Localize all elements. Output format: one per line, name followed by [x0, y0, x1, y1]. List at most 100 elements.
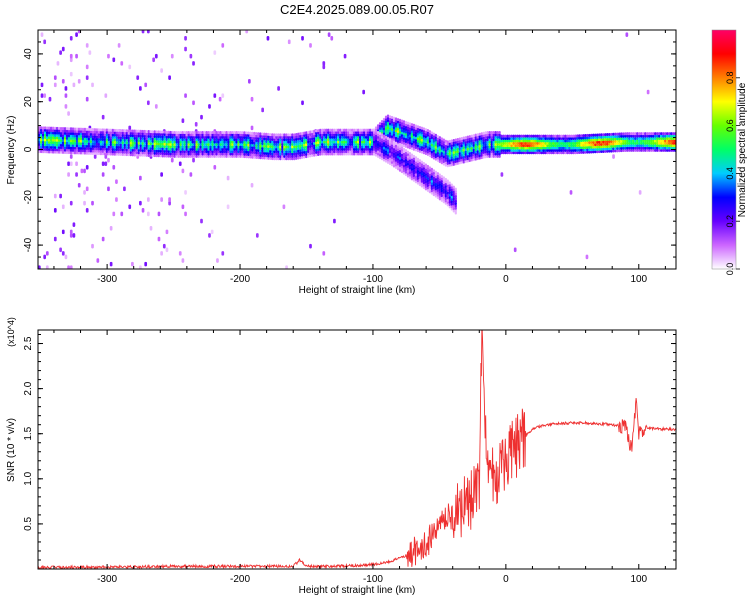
signal-cell: [343, 152, 346, 156]
signal-cell: [420, 143, 423, 147]
signal-cell: [472, 146, 475, 150]
signal-cell: [259, 153, 262, 157]
signal-cell: [211, 130, 214, 134]
signal-cell: [357, 147, 360, 151]
signal-cell: [85, 137, 89, 141]
signal-cell: [494, 150, 497, 154]
signal-cell: [199, 150, 202, 154]
signal-cell: [386, 144, 390, 148]
signal-cell: [362, 133, 366, 137]
signal-cell: [400, 129, 404, 133]
signal-cell: [81, 144, 85, 148]
signal-cell: [241, 147, 244, 151]
signal-cell: [402, 169, 406, 173]
signal-cell: [470, 146, 473, 150]
signal-cell: [464, 136, 467, 140]
signal-cell: [434, 194, 437, 198]
signal-cell: [125, 153, 128, 157]
signal-cell: [408, 127, 412, 131]
signal-cell: [672, 139, 675, 143]
signal-cell: [514, 146, 517, 150]
signal-cell: [574, 141, 577, 145]
signal-cell: [426, 150, 429, 154]
signal-cell: [426, 167, 429, 171]
signal-cell: [562, 141, 565, 145]
signal-cell: [438, 160, 441, 164]
noise-cell: [120, 211, 124, 217]
signal-cell: [309, 144, 312, 148]
signal-cell: [660, 134, 663, 138]
signal-cell: [438, 187, 441, 191]
signal-cell: [362, 150, 366, 154]
signal-cell: [327, 128, 330, 132]
signal-cell: [392, 159, 396, 163]
signal-cell: [476, 137, 479, 141]
signal-cell: [41, 145, 45, 149]
signal-cell: [113, 128, 116, 132]
signal-cell: [199, 140, 202, 144]
signal-cell: [466, 152, 469, 156]
signal-cell: [628, 134, 631, 138]
signal-cell: [408, 136, 412, 140]
noise-cell: [248, 78, 251, 84]
signal-cell: [442, 140, 445, 144]
signal-cell: [424, 135, 427, 139]
signal-cell: [548, 151, 551, 155]
signal-cell: [213, 138, 216, 142]
signal-cell: [446, 149, 449, 153]
signal-cell: [151, 137, 154, 141]
signal-cell: [219, 140, 222, 144]
signal-cell: [89, 132, 93, 136]
signal-cell: [370, 145, 374, 149]
signal-cell: [598, 150, 601, 154]
signal-cell: [129, 143, 132, 147]
signal-cell: [231, 154, 234, 158]
signal-cell: [173, 150, 176, 154]
signal-cell: [568, 144, 571, 148]
signal-cell: [550, 134, 553, 138]
signal-cell: [249, 150, 252, 154]
signal-cell: [450, 151, 453, 155]
signal-cell: [215, 135, 218, 139]
signal-cell: [99, 147, 103, 151]
signal-cell: [380, 145, 384, 149]
signal-cell: [408, 134, 412, 138]
signal-cell: [341, 147, 344, 151]
signal-cell: [345, 135, 348, 139]
signal-cell: [261, 146, 264, 150]
signal-cell: [446, 145, 449, 149]
noise-cell: [101, 172, 105, 177]
signal-cell: [490, 150, 493, 154]
signal-cell: [530, 148, 533, 152]
signal-cell: [382, 134, 386, 138]
signal-cell: [388, 142, 392, 146]
signal-cell: [305, 145, 308, 149]
signal-cell: [500, 148, 503, 152]
noise-cell: [184, 46, 187, 52]
signal-cell: [486, 147, 489, 151]
signal-cell: [53, 150, 57, 154]
signal-cell: [596, 140, 599, 144]
signal-cell: [486, 150, 489, 154]
signal-cell: [574, 139, 577, 143]
signal-cell: [111, 128, 114, 132]
signal-cell: [532, 136, 535, 140]
signal-cell: [285, 154, 288, 158]
signal-cell: [454, 209, 457, 213]
signal-cell: [556, 134, 559, 138]
signal-cell: [638, 146, 641, 150]
signal-cell: [65, 151, 69, 155]
signal-cell: [436, 195, 439, 199]
signal-cell: [213, 150, 216, 154]
signal-cell: [616, 149, 619, 153]
signal-cell: [75, 137, 79, 141]
noise-cell: [91, 243, 94, 249]
signal-cell: [578, 151, 581, 155]
signal-cell: [600, 147, 603, 151]
signal-cell: [83, 134, 87, 138]
signal-cell: [105, 152, 108, 156]
signal-cell: [223, 154, 226, 158]
signal-cell: [43, 145, 47, 149]
signal-cell: [49, 129, 53, 133]
signal-cell: [303, 141, 306, 145]
